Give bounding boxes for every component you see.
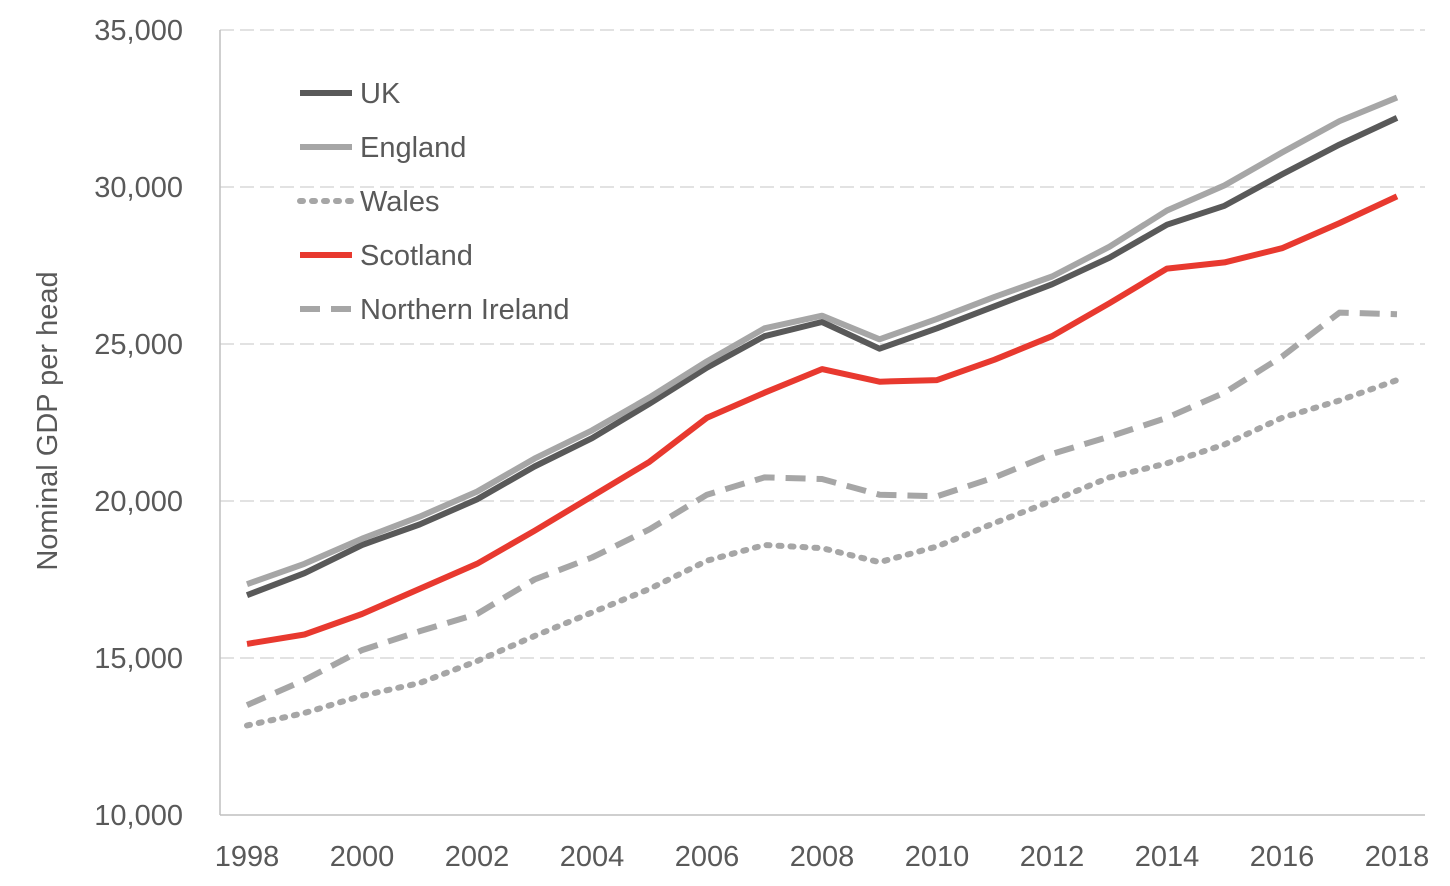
x-tick-label: 2006 bbox=[675, 841, 740, 873]
x-tick-label: 2000 bbox=[330, 841, 395, 873]
series-line-wales bbox=[244, 377, 1400, 729]
y-tick-label: 30,000 bbox=[94, 172, 183, 204]
x-tick-label: 2010 bbox=[905, 841, 970, 873]
gridlines bbox=[220, 29, 1425, 659]
series-line-northern-ireland bbox=[245, 309, 1398, 708]
x-tick-label: 1998 bbox=[215, 841, 280, 873]
x-tick-label: 2004 bbox=[560, 841, 625, 873]
x-tick-label: 2018 bbox=[1365, 841, 1430, 873]
y-axis-tick-labels: 10,000 15,000 20,000 25,000 30,000 35,000 bbox=[94, 15, 183, 832]
x-tick-label: 2014 bbox=[1135, 841, 1200, 873]
legend-label: UK bbox=[360, 78, 401, 110]
legend-label: Wales bbox=[360, 186, 440, 218]
series-line-scotland bbox=[246, 193, 1399, 647]
y-tick-label: 10,000 bbox=[94, 800, 183, 832]
x-tick-label: 2002 bbox=[445, 841, 510, 873]
y-tick-label: 25,000 bbox=[94, 329, 183, 361]
y-tick-label: 20,000 bbox=[94, 486, 183, 518]
series-lines bbox=[244, 94, 1400, 729]
legend-label: Northern Ireland bbox=[360, 294, 570, 326]
x-tick-label: 2012 bbox=[1020, 841, 1085, 873]
x-tick-label: 2008 bbox=[790, 841, 855, 873]
axes bbox=[219, 30, 1425, 816]
x-tick-label: 2016 bbox=[1250, 841, 1315, 873]
x-axis-tick-labels: 1998 2000 2002 2004 2006 2008 2010 2012 2014 2016… bbox=[215, 841, 1430, 873]
legend: UK England Wales Scotland Northern Ireland bbox=[297, 78, 570, 326]
y-axis-label: Nominal GDP per head bbox=[32, 271, 64, 570]
series-line-england bbox=[245, 94, 1399, 588]
y-tick-label: 15,000 bbox=[94, 643, 183, 675]
series-line-uk bbox=[245, 115, 1399, 599]
legend-label: England bbox=[360, 132, 466, 164]
y-tick-label: 35,000 bbox=[94, 15, 183, 47]
legend-label: Scotland bbox=[360, 240, 473, 272]
